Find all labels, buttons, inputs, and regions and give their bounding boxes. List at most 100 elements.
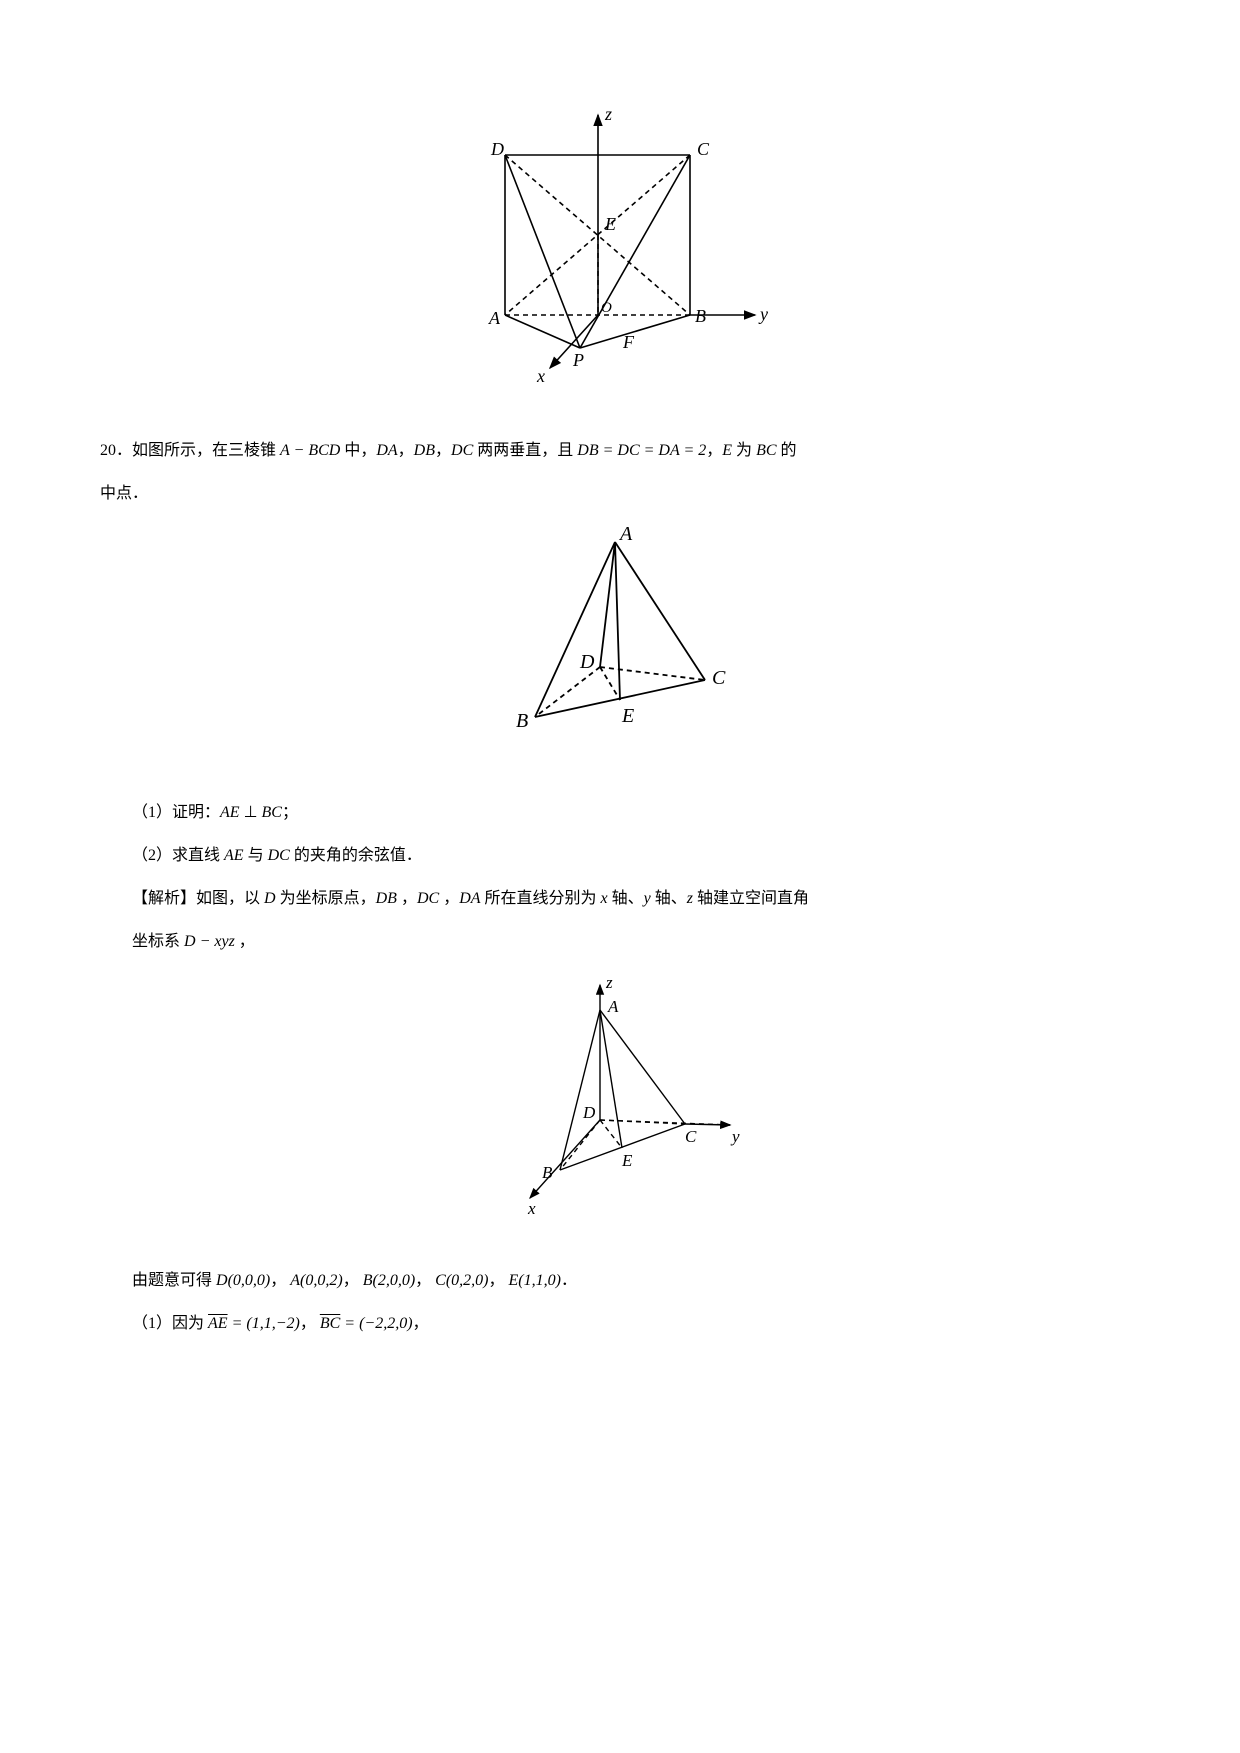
q20-text-e: 为 bbox=[732, 442, 756, 459]
f3-y: y bbox=[730, 1127, 740, 1146]
p1-perp: ⊥ bbox=[240, 804, 262, 821]
f2-C: C bbox=[712, 667, 726, 689]
q20-c1: ， bbox=[398, 442, 414, 459]
co-D: D bbox=[216, 1272, 228, 1289]
q20-abcd: A − BCD bbox=[280, 442, 340, 459]
co-c1: ， bbox=[270, 1272, 286, 1289]
q20-e: E bbox=[722, 442, 732, 459]
co-p: ． bbox=[561, 1272, 577, 1289]
axis-x-label: x bbox=[536, 366, 545, 386]
pr1-tail: ， bbox=[413, 1315, 429, 1332]
axis-y-label: y bbox=[758, 304, 768, 324]
co-c2: ， bbox=[343, 1272, 359, 1289]
p2-ae: AE bbox=[224, 847, 244, 864]
point-F-label: F bbox=[622, 332, 635, 352]
point-P-label: P bbox=[572, 350, 584, 370]
f3-B: B bbox=[542, 1163, 553, 1182]
point-O-label: O bbox=[601, 300, 612, 316]
f3-C: C bbox=[685, 1127, 697, 1146]
part-1: （1）证明：AE ⊥ BC； bbox=[100, 795, 1140, 830]
pr1-label: （1）因为 bbox=[132, 1315, 208, 1332]
point-C-label: C bbox=[697, 139, 710, 159]
coords-line: 由题意可得 D(0,0,0)， A(0,0,2)， B(2,0,0)， C(0,… bbox=[100, 1263, 1140, 1298]
figure-3-svg: z y x A B C D E bbox=[480, 970, 760, 1220]
solution-line2: 坐标系 D − xyz ， bbox=[100, 924, 1140, 959]
co-A: A bbox=[290, 1272, 300, 1289]
q20-dc: DC bbox=[451, 442, 473, 459]
sol-head: 【解析】 bbox=[132, 890, 196, 907]
sol-a: 如图，以 bbox=[196, 890, 264, 907]
p2-label: （2）求直线 bbox=[132, 847, 224, 864]
q20-c2: ， bbox=[435, 442, 451, 459]
pr1-aev: = (1,1,−2) bbox=[228, 1315, 300, 1332]
proof1-line: （1）因为 AE = (1,1,−2)， BC = (−2,2,0)， bbox=[100, 1306, 1140, 1341]
p1-bc: BC bbox=[262, 804, 282, 821]
f3-A: A bbox=[607, 997, 619, 1016]
sol-d: 轴、 bbox=[608, 890, 644, 907]
co-Bv: (2,0,0) bbox=[372, 1272, 415, 1289]
sol-D: D bbox=[264, 890, 276, 907]
sol-c2: ， bbox=[439, 890, 459, 907]
f2-E: E bbox=[621, 705, 634, 727]
p1-label: （1）证明： bbox=[132, 804, 220, 821]
sol-x: x bbox=[601, 890, 608, 907]
p2-and: 与 bbox=[244, 847, 268, 864]
p2-tail: 的夹角的余弦值． bbox=[290, 847, 422, 864]
q20-text-g: 中点． bbox=[100, 485, 148, 502]
q20-text-a: 如图所示，在三棱锥 bbox=[132, 442, 280, 459]
co-C: C bbox=[435, 1272, 446, 1289]
f2-D: D bbox=[579, 651, 595, 673]
q20-text-c: 两两垂直，且 bbox=[473, 442, 577, 459]
point-E-label: E bbox=[604, 214, 616, 234]
part-2: （2）求直线 AE 与 DC 的夹角的余弦值． bbox=[100, 838, 1140, 873]
p2-dc: DC bbox=[268, 847, 290, 864]
f2-A: A bbox=[618, 523, 633, 545]
co-c4: ， bbox=[488, 1272, 504, 1289]
problem-20-line2: 中点． bbox=[100, 476, 1140, 511]
figure-1-svg: z y x D C A B E O P F bbox=[455, 100, 785, 390]
sol-b: 为坐标原点， bbox=[276, 890, 376, 907]
co-Av: (0,0,2) bbox=[300, 1272, 343, 1289]
sol-c: 所在直线分别为 bbox=[481, 890, 601, 907]
solution-line1: 【解析】如图，以 D 为坐标原点，DB ，DC ，DA 所在直线分别为 x 轴、… bbox=[100, 881, 1140, 916]
co-c3: ， bbox=[415, 1272, 431, 1289]
q20-eq: DB = DC = DA = 2 bbox=[577, 442, 706, 459]
point-B-label: B bbox=[695, 306, 706, 326]
co-Dv: (0,0,0) bbox=[228, 1272, 271, 1289]
f3-E: E bbox=[621, 1151, 633, 1170]
pr1-bcv: = (−2,2,0) bbox=[340, 1315, 412, 1332]
co-pre: 由题意可得 bbox=[132, 1272, 216, 1289]
sol-l2b: ， bbox=[235, 933, 255, 950]
q20-text-b: 中， bbox=[340, 442, 376, 459]
q20-number: 20． bbox=[100, 442, 132, 459]
point-D-label: D bbox=[490, 139, 504, 159]
sol-db: DB bbox=[376, 890, 397, 907]
axis-z-label: z bbox=[604, 104, 612, 124]
figure-2-tetra: A B C D E bbox=[100, 522, 1140, 765]
q20-da: DA bbox=[376, 442, 397, 459]
pr1-ae: AE bbox=[208, 1315, 228, 1332]
q20-text-d: ， bbox=[706, 442, 722, 459]
point-A-label: A bbox=[488, 308, 501, 328]
problem-20-line1: 20．如图所示，在三棱锥 A − BCD 中，DA，DB，DC 两两垂直，且 D… bbox=[100, 433, 1140, 468]
co-E: E bbox=[509, 1272, 519, 1289]
p1-semi: ； bbox=[282, 804, 298, 821]
sol-dc: DC bbox=[417, 890, 439, 907]
f2-B: B bbox=[516, 710, 528, 732]
sol-dxyz: D − xyz bbox=[184, 933, 235, 950]
q20-db: DB bbox=[414, 442, 435, 459]
sol-c1: ， bbox=[397, 890, 417, 907]
pr1-bc: BC bbox=[320, 1315, 340, 1332]
co-Ev: (1,1,0) bbox=[518, 1272, 561, 1289]
p1-ae: AE bbox=[220, 804, 240, 821]
f3-z: z bbox=[605, 973, 613, 992]
co-Cv: (0,2,0) bbox=[446, 1272, 489, 1289]
figure-2-svg: A B C D E bbox=[480, 522, 760, 752]
sol-l2a: 坐标系 bbox=[132, 933, 184, 950]
q20-text-f: 的 bbox=[777, 442, 797, 459]
q20-bc: BC bbox=[756, 442, 776, 459]
sol-da: DA bbox=[459, 890, 480, 907]
f3-D: D bbox=[582, 1103, 596, 1122]
figure-1-cube-frame: z y x D C A B E O P F bbox=[100, 100, 1140, 403]
pr1-c: ， bbox=[300, 1315, 316, 1332]
